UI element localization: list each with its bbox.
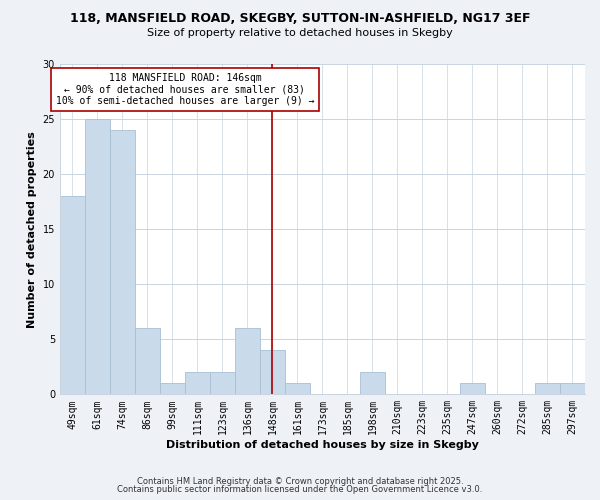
Bar bbox=[160, 384, 185, 394]
Y-axis label: Number of detached properties: Number of detached properties bbox=[27, 131, 37, 328]
Bar bbox=[135, 328, 160, 394]
Bar bbox=[560, 384, 585, 394]
Text: Contains HM Land Registry data © Crown copyright and database right 2025.: Contains HM Land Registry data © Crown c… bbox=[137, 477, 463, 486]
Bar bbox=[60, 196, 85, 394]
Bar bbox=[260, 350, 285, 395]
Bar bbox=[235, 328, 260, 394]
Bar bbox=[535, 384, 560, 394]
Text: Size of property relative to detached houses in Skegby: Size of property relative to detached ho… bbox=[147, 28, 453, 38]
Bar bbox=[210, 372, 235, 394]
Bar bbox=[85, 119, 110, 394]
Bar bbox=[110, 130, 135, 394]
Bar bbox=[185, 372, 210, 394]
Text: Contains public sector information licensed under the Open Government Licence v3: Contains public sector information licen… bbox=[118, 484, 482, 494]
Bar bbox=[460, 384, 485, 394]
Bar bbox=[360, 372, 385, 394]
Bar bbox=[285, 384, 310, 394]
X-axis label: Distribution of detached houses by size in Skegby: Distribution of detached houses by size … bbox=[166, 440, 479, 450]
Text: 118 MANSFIELD ROAD: 146sqm
← 90% of detached houses are smaller (83)
10% of semi: 118 MANSFIELD ROAD: 146sqm ← 90% of deta… bbox=[56, 73, 314, 106]
Text: 118, MANSFIELD ROAD, SKEGBY, SUTTON-IN-ASHFIELD, NG17 3EF: 118, MANSFIELD ROAD, SKEGBY, SUTTON-IN-A… bbox=[70, 12, 530, 26]
